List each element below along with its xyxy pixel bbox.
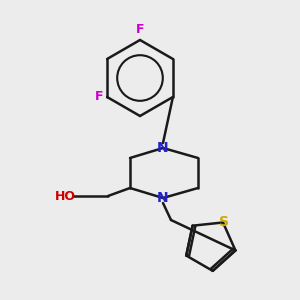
Text: N: N xyxy=(157,141,169,155)
Text: N: N xyxy=(157,191,169,205)
Text: F: F xyxy=(136,23,144,36)
Text: S: S xyxy=(219,215,229,230)
Text: HO: HO xyxy=(55,190,76,202)
Text: F: F xyxy=(94,91,103,103)
